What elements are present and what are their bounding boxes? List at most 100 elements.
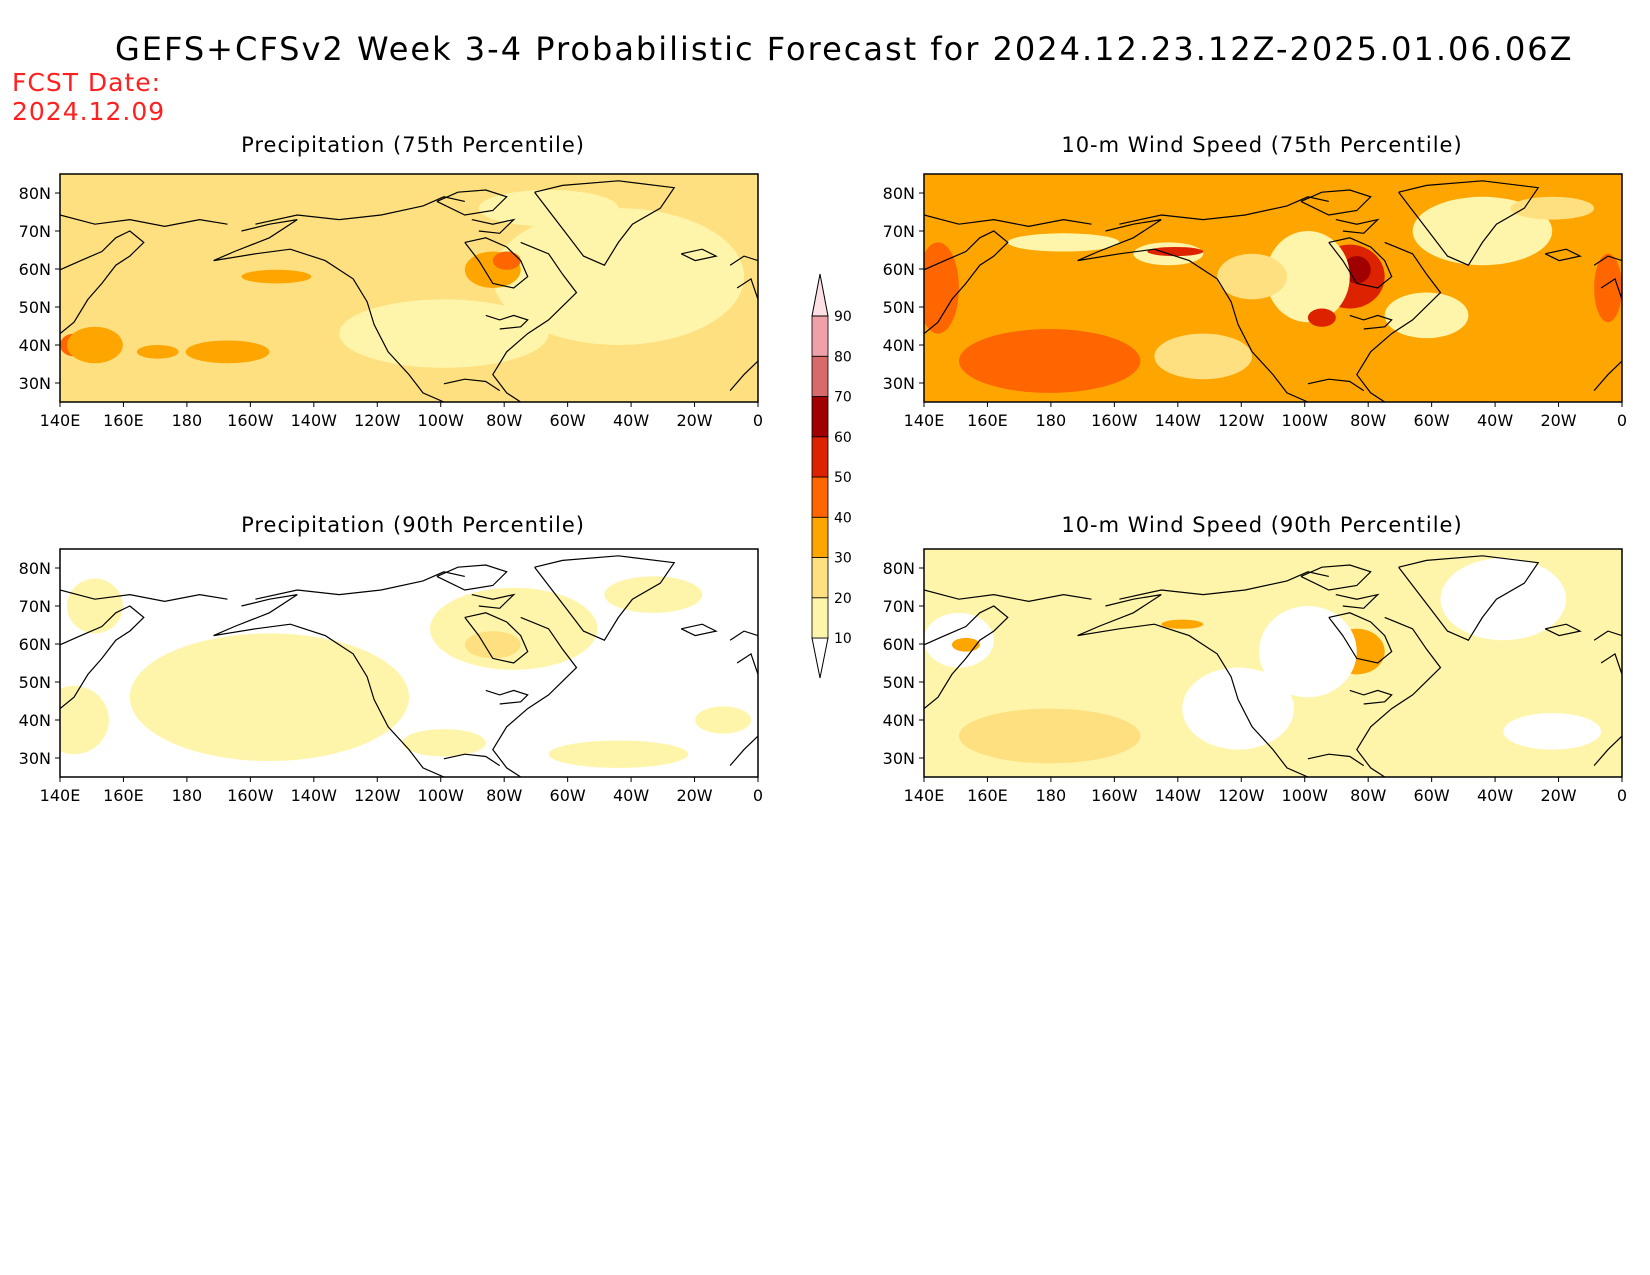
probability-contour <box>1217 253 1287 300</box>
panel-title-precip-90: Precipitation (90th Percentile) <box>241 513 585 537</box>
longitude-label: 140E <box>904 411 945 430</box>
map-panel-wind-90: 140E 160E 180 160W 140W 120W 100W 80W 60W 40W 20W 0… <box>883 548 1627 805</box>
coastline <box>213 594 445 777</box>
probability-contour <box>1440 558 1567 641</box>
colorbar-segment <box>811 436 829 478</box>
latitude-label: 70N <box>883 222 915 241</box>
latitude-label: 30N <box>19 374 51 393</box>
coastline <box>1119 571 1329 600</box>
coastline <box>60 214 228 228</box>
map-frame <box>59 173 759 403</box>
coastline <box>213 219 445 402</box>
longitude-label: 160W <box>227 786 274 805</box>
colorbar-label: 30 <box>834 551 852 567</box>
coastline <box>443 753 501 767</box>
colorbar-segment <box>811 476 829 518</box>
longitude-label: 60W <box>1414 411 1450 430</box>
probability-contour <box>129 633 409 762</box>
longitude-label: 80W <box>1350 786 1386 805</box>
coastline <box>492 241 578 402</box>
probability-contour <box>951 637 980 652</box>
probability-contour <box>1007 233 1120 252</box>
longitude-label: 20W <box>676 786 712 805</box>
coastline <box>464 237 529 289</box>
latitude-label: 60N <box>883 260 915 279</box>
probability-contour <box>1503 713 1602 750</box>
probability-contour <box>60 201 109 284</box>
longitude-label: 20W <box>1540 411 1576 430</box>
probability-contour <box>1510 196 1595 220</box>
longitude-label: 120W <box>354 786 401 805</box>
longitude-label: 0 <box>753 411 763 430</box>
probability-contour <box>492 208 745 345</box>
probability-contour <box>604 576 703 613</box>
coastline <box>436 564 508 591</box>
coastline <box>924 589 1092 603</box>
coastline <box>255 196 465 225</box>
probability-contour <box>339 299 549 368</box>
longitude-label: 120W <box>354 411 401 430</box>
coastline <box>1593 630 1622 641</box>
colorbar-segment <box>811 355 829 397</box>
latitude-label: 40N <box>883 336 915 355</box>
coastline <box>471 218 516 234</box>
coastline <box>1307 753 1365 767</box>
latitude-label: 50N <box>19 673 51 692</box>
longitude-label: 60W <box>1414 786 1450 805</box>
coastline <box>736 652 758 675</box>
colorbar-segment <box>811 516 829 558</box>
longitude-label: 80W <box>486 411 522 430</box>
probability-contour <box>464 631 521 659</box>
probability-contour <box>548 740 689 768</box>
coastline <box>255 571 465 600</box>
latitude-label: 70N <box>883 597 915 616</box>
longitude-label: 160E <box>967 786 1008 805</box>
coastline <box>1349 314 1393 330</box>
probability-contour <box>66 578 123 634</box>
longitude-label: 140W <box>1155 411 1202 430</box>
probability-contour <box>958 329 1141 393</box>
main-title: GEFS+CFSv2 Week 3-4 Probabilistic Foreca… <box>115 30 1574 68</box>
coastline <box>1544 623 1582 637</box>
longitude-label: 180 <box>172 786 203 805</box>
probability-contour <box>924 242 959 334</box>
longitude-label: 100W <box>418 786 465 805</box>
longitude-label: 60W <box>550 786 586 805</box>
coastline <box>1335 593 1380 609</box>
coastline <box>1077 594 1309 777</box>
coastline <box>485 689 529 705</box>
longitude-label: 160W <box>1091 411 1138 430</box>
longitude-label: 0 <box>1617 786 1627 805</box>
map-panel-wind-75: 140E 160E 180 160W 140W 120W 100W 80W 60W 40W 20W 0… <box>883 173 1627 430</box>
coastline <box>464 612 529 664</box>
probability-contour <box>1182 667 1294 750</box>
colorbar-label: 90 <box>834 309 852 325</box>
latitude-label: 40N <box>19 711 51 730</box>
latitude-label: 70N <box>19 597 51 616</box>
latitude-label: 30N <box>19 749 51 768</box>
colorbar-label: 60 <box>834 430 852 446</box>
map-panel-precip-75: 140E 160E 180 160W 140W 120W 100W 80W 60W 40W 20W 0… <box>19 173 763 430</box>
probability-contour <box>60 685 109 755</box>
probability-contour <box>492 251 521 270</box>
coastline <box>736 277 758 300</box>
map-frame <box>923 548 1623 778</box>
coastline <box>729 360 758 391</box>
longitude-label: 140E <box>904 786 945 805</box>
panel-title-wind-75: 10-m Wind Speed (75th Percentile) <box>1061 133 1462 157</box>
probability-contour <box>185 340 270 364</box>
coastline <box>60 230 145 335</box>
probability-contour <box>136 345 179 359</box>
latitude-label: 40N <box>19 336 51 355</box>
coastline <box>924 214 1092 228</box>
colorbar-label: 50 <box>834 470 852 486</box>
colorbar-segment <box>811 597 829 639</box>
coastline <box>1328 612 1393 664</box>
latitude-label: 60N <box>19 635 51 654</box>
latitude-label: 80N <box>883 184 915 203</box>
probability-contour <box>1342 256 1371 284</box>
colorbar-label: 20 <box>834 591 852 607</box>
forecast-date-value: 2024.12.09 <box>12 97 166 126</box>
longitude-label: 120W <box>1218 411 1265 430</box>
